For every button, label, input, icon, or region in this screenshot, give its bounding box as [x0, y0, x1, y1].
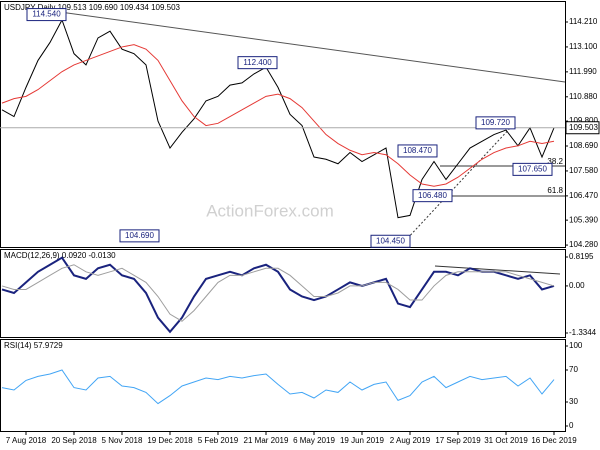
fib-label: 38.2 [547, 157, 563, 166]
trend-line [434, 265, 561, 275]
x-tick-label: 7 Aug 2018 [6, 436, 47, 445]
annotation-label: 112.400 [243, 58, 272, 67]
y-tick-label: 111.990 [569, 67, 597, 76]
y-tick-label: 114.210 [569, 17, 598, 26]
y-tick-label: -1.3344 [569, 328, 597, 337]
y-tick-label: 105.390 [569, 215, 598, 224]
y-tick-label: 109.800 [569, 116, 598, 125]
y-tick-label: 0.8195 [569, 252, 594, 261]
last-price-label: 109.503 [569, 123, 598, 132]
annotation-label: 106.480 [418, 191, 447, 200]
trend-line [59, 11, 566, 83]
y-tick-label: 0 [569, 421, 574, 430]
y-tick-label: 107.580 [569, 166, 598, 175]
series-line [1, 369, 555, 405]
x-tick-label: 5 Nov 2018 [102, 436, 143, 445]
annotation-box [512, 162, 553, 176]
series-line [1, 44, 555, 187]
annotation-label: 107.650 [518, 164, 547, 173]
y-tick-label: 108.690 [569, 141, 598, 150]
x-tick-label: 21 Mar 2019 [244, 436, 289, 445]
rsi-frame [0, 339, 566, 432]
x-tick-label: 5 Feb 2019 [198, 436, 239, 445]
y-tick-label: 104.280 [569, 240, 598, 249]
y-tick-label: 0.00 [569, 281, 585, 290]
x-tick-label: 20 Sep 2018 [51, 436, 97, 445]
x-tick-label: 16 Dec 2019 [531, 436, 577, 445]
annotation-box [412, 189, 453, 203]
annotation-label: 114.540 [32, 10, 61, 19]
series-line [1, 18, 555, 219]
annotation-box [370, 234, 411, 248]
last-price-box [565, 121, 600, 135]
x-tick-label: 19 Dec 2018 [147, 436, 193, 445]
macd-title: MACD(12,26,9) 0.0920 -0.0130 [4, 251, 116, 260]
series-line [1, 264, 555, 322]
y-tick-label: 106.470 [569, 191, 598, 200]
annotation-box [26, 8, 67, 22]
y-tick-label: 30 [569, 397, 578, 406]
annotation-box [475, 116, 516, 130]
annotation-box [237, 56, 278, 70]
watermark: ActionForex.com [206, 201, 334, 220]
annotation-label: 104.450 [376, 236, 405, 245]
x-tick-label: 17 Sep 2019 [435, 436, 481, 445]
annotation-box [397, 144, 438, 158]
annotation-label: 109.720 [481, 118, 510, 127]
x-tick-label: 31 Oct 2019 [484, 436, 528, 445]
x-tick-label: 6 May 2019 [293, 436, 335, 445]
annotation-box [119, 229, 160, 243]
y-tick-label: 113.100 [569, 42, 598, 51]
fib-label: 61.8 [547, 186, 563, 195]
rsi-title: RSI(14) 57.9729 [4, 341, 63, 350]
y-tick-label: 110.880 [569, 92, 598, 101]
y-tick-label: 100 [569, 341, 583, 350]
annotation-label: 104.690 [125, 231, 154, 240]
y-tick-label: 70 [569, 365, 578, 374]
series-line [1, 256, 555, 334]
macd-frame [0, 249, 566, 338]
x-tick-label: 2 Aug 2019 [390, 436, 431, 445]
annotation-label: 108.470 [403, 146, 432, 155]
chart-title: USDJPY Daily 109.513 109.690 109.434 109… [4, 3, 181, 12]
x-tick-label: 19 Jun 2019 [340, 436, 385, 445]
